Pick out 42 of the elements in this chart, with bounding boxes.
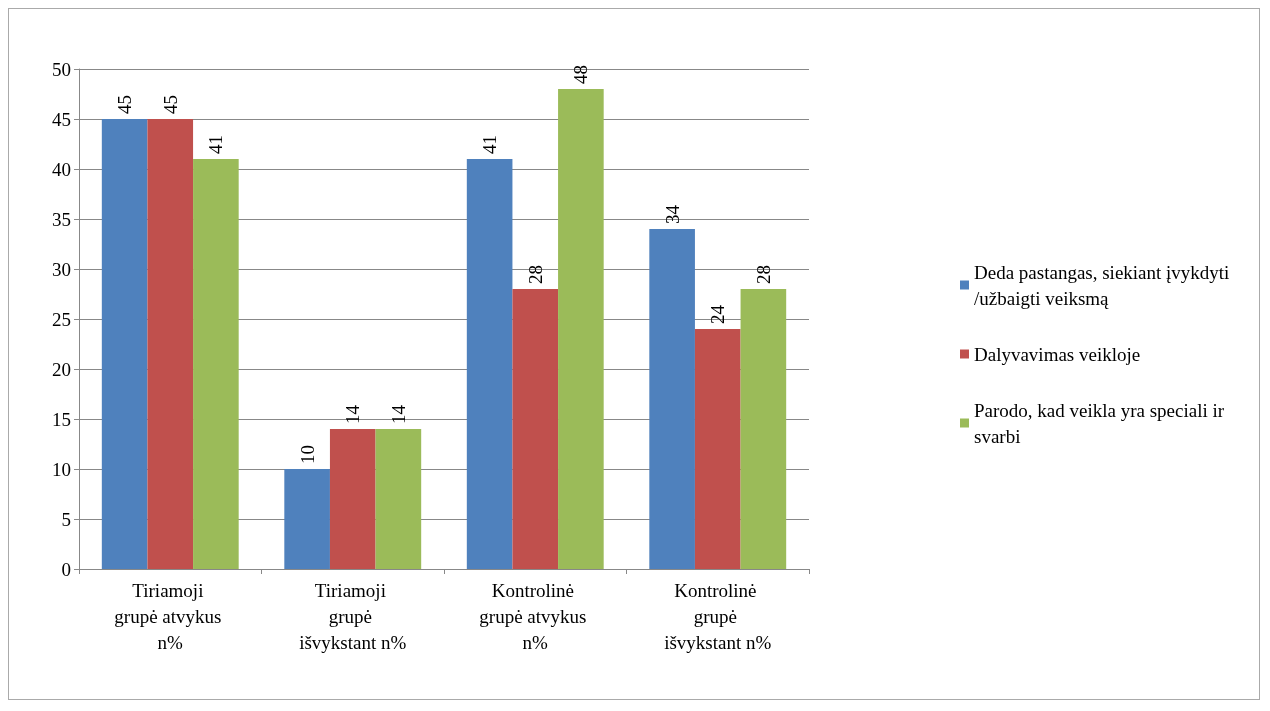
y-tick-label: 30: [52, 258, 71, 280]
bar: [284, 469, 330, 569]
y-tick-label: 5: [61, 508, 71, 530]
x-tick-label: Tiriamoji grupė atvykus n%: [114, 579, 227, 653]
bar: [101, 119, 148, 569]
data-label: 28: [524, 265, 546, 284]
bar: [558, 89, 604, 569]
y-tick-label: 0: [61, 558, 71, 580]
y-tick-label: 35: [52, 208, 71, 230]
data-label: 45: [159, 95, 181, 114]
legend-label: Dalyvavimas veikloje: [974, 343, 1141, 365]
data-label: 41: [479, 135, 501, 154]
y-tick-label: 50: [52, 58, 71, 80]
y-tick-label: 25: [52, 308, 71, 330]
data-label: 34: [661, 204, 683, 224]
y-tick-label: 45: [52, 108, 71, 130]
data-label: 41: [205, 135, 227, 154]
bar: [193, 159, 239, 569]
y-tick-label: 15: [52, 408, 71, 430]
bar: [649, 229, 695, 569]
data-label: 24: [707, 304, 729, 324]
bar: [375, 429, 422, 569]
y-tick-label: 40: [52, 158, 71, 180]
bar: [466, 159, 513, 569]
data-label: 48: [570, 65, 592, 84]
bar: [329, 429, 376, 569]
bar: [740, 289, 787, 569]
legend-label: Parodo, kad veikla yra speciali ir svarbi: [974, 399, 1229, 447]
x-tick-label: Tiriamoji grupė išvykstant n%: [299, 579, 407, 653]
data-label: 45: [114, 95, 136, 114]
data-label: 14: [387, 404, 409, 424]
data-label: 28: [752, 265, 774, 284]
x-tick-label: Kontrolinė grupė atvykus n%: [479, 579, 592, 653]
y-tick-label: 10: [52, 458, 71, 480]
bar: [147, 119, 194, 569]
data-label: 10: [296, 445, 318, 464]
x-tick-label: Kontrolinė grupė išvykstant n%: [664, 579, 772, 653]
bar: [512, 289, 559, 569]
legend-label: Deda pastangas, siekiant įvykdyti/užbaigti veiksmą: [974, 261, 1230, 309]
data-label: 14: [342, 404, 364, 424]
y-tick-label: 20: [52, 358, 71, 380]
bar: [694, 329, 741, 569]
